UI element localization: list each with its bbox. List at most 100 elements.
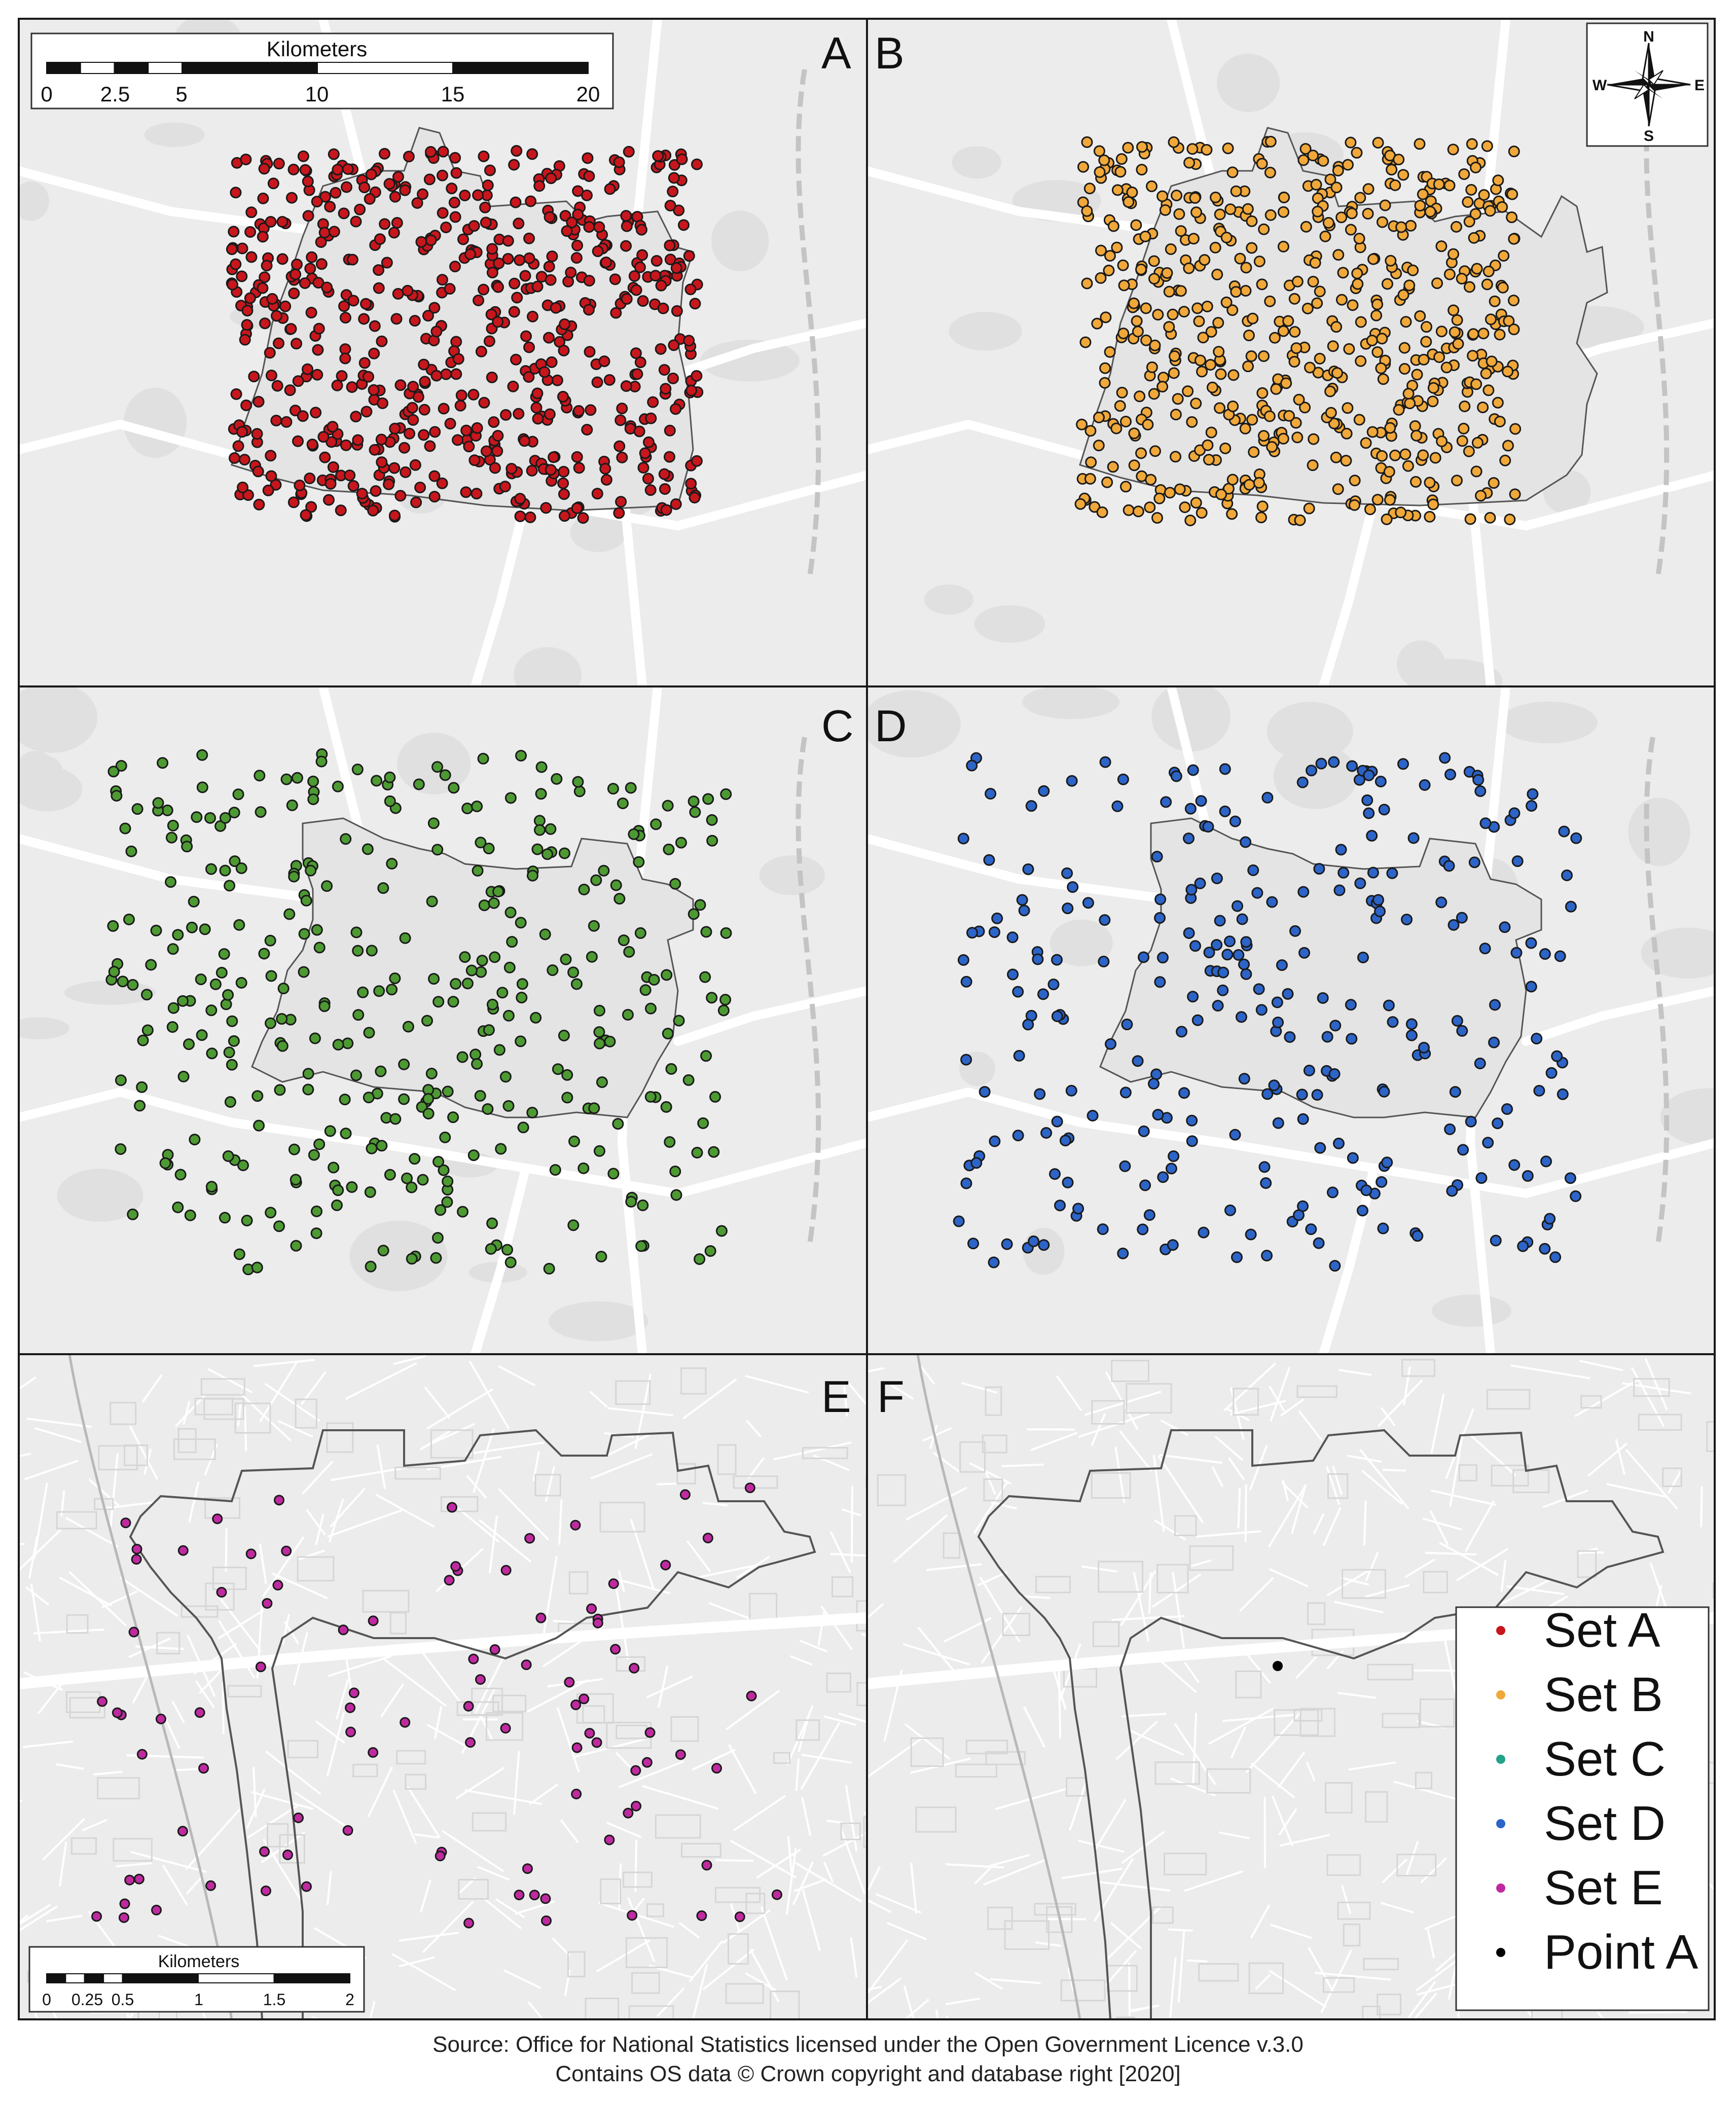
point-marker <box>350 926 363 938</box>
point-marker <box>1099 756 1111 768</box>
point-marker <box>177 1070 190 1082</box>
point-marker <box>482 179 494 191</box>
point-marker <box>701 1860 712 1871</box>
point-marker <box>1272 1117 1284 1129</box>
point-marker <box>1093 411 1105 423</box>
street <box>1121 1713 1167 1718</box>
point-marker <box>1474 1058 1486 1070</box>
point-marker <box>670 498 682 510</box>
point-marker <box>369 444 381 456</box>
point-marker <box>1531 1032 1543 1044</box>
point-marker <box>1243 330 1255 342</box>
point-marker <box>644 484 657 496</box>
point-marker <box>452 353 464 365</box>
street <box>725 1690 780 1730</box>
point-marker <box>352 945 364 957</box>
point-marker <box>292 435 304 447</box>
point-marker <box>1481 140 1493 152</box>
point-marker <box>248 371 260 383</box>
point-marker <box>228 226 240 238</box>
building-block <box>1092 1621 1120 1647</box>
point-marker <box>1424 206 1436 218</box>
point-marker <box>460 486 472 498</box>
point-marker <box>1385 255 1397 267</box>
point-marker <box>1351 267 1363 279</box>
point-marker <box>1156 190 1169 202</box>
point-marker <box>318 1000 331 1012</box>
point-marker <box>350 215 362 228</box>
point-marker <box>313 941 326 954</box>
street <box>375 1494 435 1528</box>
point-marker <box>577 512 589 524</box>
point-marker <box>1253 256 1265 268</box>
map-panel-a <box>19 19 867 686</box>
point-marker <box>1290 342 1303 354</box>
point-marker <box>663 451 675 463</box>
scale-bar-segment <box>114 62 149 74</box>
scale-bar-large: Kilometers 0 2.5 5 10 15 20 <box>30 32 614 110</box>
street <box>969 1462 1012 1485</box>
point-marker <box>339 1094 351 1106</box>
point-marker <box>591 1737 602 1748</box>
building-block <box>826 1672 851 1693</box>
legend-item-label: Set A <box>1544 1603 1660 1657</box>
point-marker <box>1095 244 1107 257</box>
street <box>961 1382 997 1394</box>
point-marker <box>1038 785 1050 797</box>
point-marker <box>342 1825 353 1836</box>
point-marker <box>612 1118 624 1130</box>
building-block <box>773 1752 790 1764</box>
built-up-area <box>144 122 205 147</box>
point-marker <box>233 1248 245 1260</box>
point-marker <box>1570 1190 1582 1202</box>
point-marker <box>1214 208 1226 221</box>
point-marker <box>340 181 352 193</box>
street <box>345 1658 355 1710</box>
point-marker <box>1215 368 1227 380</box>
point-marker <box>1404 220 1417 232</box>
point-marker <box>1291 431 1304 444</box>
point-marker <box>145 959 157 971</box>
point-marker <box>407 381 419 393</box>
point-marker <box>1372 894 1384 906</box>
point-marker <box>141 1024 154 1036</box>
point-marker <box>1289 925 1301 937</box>
point-marker <box>1329 1260 1341 1272</box>
built-up-area <box>711 210 769 271</box>
building-block <box>98 1445 138 1471</box>
building-block <box>1174 1515 1197 1536</box>
street <box>794 1862 862 1903</box>
point-marker <box>1332 249 1345 261</box>
point-marker <box>1154 893 1167 905</box>
street <box>23 1740 74 1748</box>
street <box>34 2017 41 2019</box>
street <box>1186 1959 1208 1963</box>
building-block <box>471 1687 503 1716</box>
street <box>529 1784 558 1805</box>
map-panel-b <box>867 19 1715 686</box>
point-marker <box>558 465 570 478</box>
point-marker <box>1097 1223 1109 1236</box>
point-marker <box>1424 477 1436 489</box>
point-marker <box>1104 346 1116 358</box>
scale-bar-segment <box>317 62 453 74</box>
point-marker <box>1345 999 1357 1011</box>
point-marker <box>1348 499 1360 511</box>
point-marker <box>384 771 396 783</box>
street <box>382 1657 447 1707</box>
point-marker <box>1335 294 1348 306</box>
street <box>1020 1595 1051 1599</box>
building-block <box>287 1740 318 1759</box>
point-marker <box>506 936 518 948</box>
point-marker <box>499 481 511 493</box>
point-marker <box>1492 174 1504 187</box>
street <box>442 1830 504 1872</box>
point-marker <box>321 880 333 892</box>
point-marker <box>131 803 143 815</box>
point-marker <box>521 1659 532 1671</box>
street <box>472 1428 495 1493</box>
point-marker <box>572 208 584 221</box>
street <box>1629 2010 1688 2014</box>
building-block <box>985 1386 1002 1416</box>
street <box>1326 1568 1371 1597</box>
